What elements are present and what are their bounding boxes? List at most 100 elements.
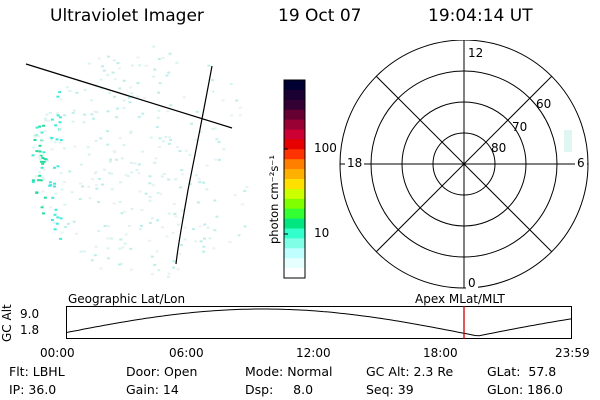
emission-pixel bbox=[31, 154, 35, 157]
colorbar-segment bbox=[284, 80, 305, 91]
emission-pixel bbox=[135, 169, 139, 172]
emission-pixel bbox=[39, 160, 43, 163]
emission-pixel bbox=[174, 215, 178, 218]
emission-pixel bbox=[130, 207, 134, 210]
emission-pixel bbox=[217, 158, 221, 161]
emission-pixel bbox=[109, 237, 113, 240]
emission-pixel bbox=[138, 190, 142, 193]
emission-pixel bbox=[150, 255, 154, 258]
emission-pixel bbox=[97, 229, 101, 232]
emission-pixel bbox=[107, 55, 110, 58]
emission-pixel bbox=[205, 188, 209, 191]
time-label: 19:04:14 UT bbox=[428, 6, 533, 26]
emission-pixel bbox=[213, 229, 217, 232]
emission-pixel bbox=[235, 99, 239, 102]
colorbar-segment bbox=[284, 268, 305, 279]
emission-pixel bbox=[58, 91, 62, 94]
emission-pixel bbox=[197, 177, 201, 180]
emission-pixel bbox=[148, 239, 152, 242]
emission-pixel bbox=[86, 146, 90, 149]
timeline-left-label: Geographic Lat/Lon bbox=[68, 292, 186, 306]
emission-pixel bbox=[118, 137, 122, 140]
emission-pixel bbox=[37, 155, 41, 158]
emission-pixel bbox=[40, 138, 44, 141]
clock-label-6: 6 bbox=[575, 156, 587, 170]
emission-pixel bbox=[144, 192, 148, 195]
emission-pixel bbox=[42, 151, 46, 154]
emission-pixel bbox=[195, 139, 199, 142]
emission-pixel bbox=[53, 141, 57, 144]
emission-pixel bbox=[73, 145, 77, 148]
date-label: 19 Oct 07 bbox=[278, 6, 362, 26]
emission-pixel bbox=[179, 186, 183, 189]
emission-pixel bbox=[37, 171, 41, 174]
emission-pixel bbox=[94, 184, 98, 187]
emission-pixel bbox=[229, 83, 233, 85]
emission-pixel bbox=[113, 78, 117, 81]
emission-pixel bbox=[172, 260, 176, 263]
emission-pixel bbox=[59, 139, 63, 142]
emission-pixel bbox=[78, 198, 82, 201]
emission-pixel bbox=[155, 250, 159, 253]
emission-pixel bbox=[139, 225, 143, 227]
colorbar-segment bbox=[284, 228, 305, 239]
mode-info: Mode: Normal bbox=[245, 364, 333, 379]
emission-pixel bbox=[35, 126, 39, 129]
emission-pixel bbox=[48, 181, 52, 184]
emission-pixel bbox=[40, 131, 44, 134]
emission-pixel bbox=[130, 171, 134, 174]
emission-pixel bbox=[119, 238, 123, 241]
emission-pixel bbox=[203, 237, 206, 240]
emission-pixel bbox=[39, 179, 43, 182]
emission-pixel bbox=[123, 242, 127, 245]
emission-pixel bbox=[154, 157, 158, 160]
emission-pixel bbox=[206, 226, 210, 229]
emission-pixel bbox=[109, 158, 112, 161]
emission-pixel bbox=[194, 240, 198, 243]
emission-pixel bbox=[167, 142, 171, 145]
emission-pixel bbox=[156, 116, 160, 119]
emission-pixel bbox=[53, 228, 57, 231]
emission-pixel bbox=[101, 183, 104, 186]
emission-pixel bbox=[129, 130, 133, 133]
colorbar-segment bbox=[284, 188, 305, 200]
timeline-right-label: Apex MLat/MLT bbox=[415, 292, 505, 306]
colorbar-segment bbox=[284, 238, 305, 249]
emission-pixel bbox=[158, 82, 162, 85]
emission-pixel bbox=[148, 221, 152, 224]
flt-info: Flt: LBHL bbox=[9, 364, 65, 379]
colorbar-segment bbox=[284, 99, 305, 111]
emission-pixel bbox=[59, 129, 63, 132]
emission-pixel bbox=[195, 110, 199, 113]
emission-pixel bbox=[58, 121, 62, 124]
emission-pixel bbox=[52, 221, 56, 224]
emission-pixel bbox=[110, 172, 114, 175]
emission-pixel bbox=[171, 231, 175, 234]
emission-pixel bbox=[75, 91, 79, 94]
emission-pixel bbox=[175, 61, 179, 64]
lat-label-80: 80 bbox=[491, 141, 507, 155]
emission-pixel bbox=[148, 175, 152, 178]
timeline-x-tick-2359: 23:59 bbox=[555, 346, 590, 360]
emission-pixel bbox=[180, 169, 184, 172]
emission-pixel bbox=[184, 149, 188, 152]
emission-pixel bbox=[97, 201, 101, 203]
emission-pixel bbox=[158, 137, 162, 140]
emission-pixel bbox=[191, 228, 195, 231]
emission-pixel bbox=[73, 109, 76, 112]
emission-pixel bbox=[149, 136, 153, 139]
emission-pixel bbox=[122, 79, 126, 82]
emission-pixel bbox=[43, 158, 47, 161]
emission-pixel bbox=[63, 203, 67, 206]
emission-pixel bbox=[199, 130, 203, 133]
clock-label-0: 0 bbox=[466, 276, 478, 290]
emission-pixel bbox=[198, 181, 202, 184]
emission-pixel bbox=[167, 71, 171, 74]
emission-pixel bbox=[42, 168, 46, 171]
emission-pixel bbox=[50, 138, 54, 141]
emission-pixel bbox=[188, 153, 192, 156]
emission-pixel bbox=[121, 246, 125, 249]
polar-plot bbox=[339, 40, 589, 289]
emission-pixel bbox=[106, 143, 110, 146]
emission-pixel bbox=[129, 86, 133, 89]
